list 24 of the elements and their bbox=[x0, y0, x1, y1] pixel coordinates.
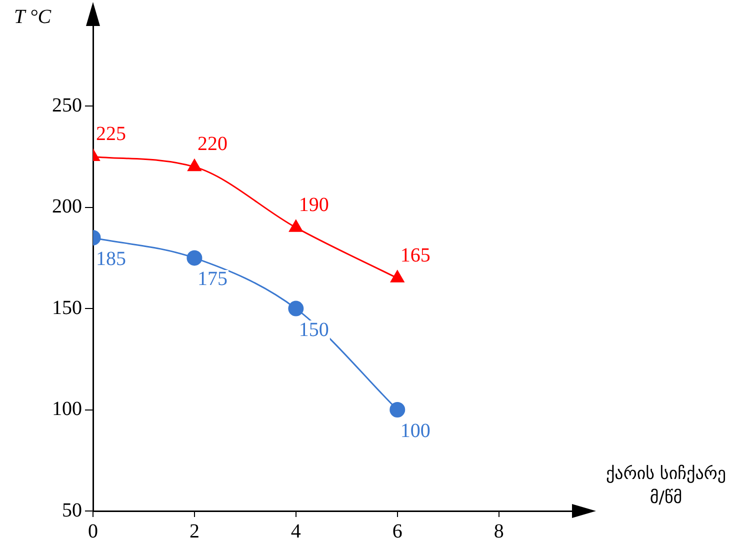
data-label: 175 bbox=[197, 268, 228, 290]
data-label: 165 bbox=[400, 244, 430, 266]
x-tick-label: 8 bbox=[494, 520, 504, 542]
x-tick-label: 4 bbox=[290, 520, 301, 542]
data-label: 150 bbox=[298, 318, 329, 341]
x-tick-label: 6 bbox=[392, 520, 402, 542]
x-axis-title: ქარის სიჩქარე მ/წმ bbox=[604, 463, 728, 510]
point bbox=[390, 402, 406, 418]
data-label: 185 bbox=[96, 248, 126, 270]
y-tick-label: 250 bbox=[52, 94, 82, 116]
x-tick-label: 0 bbox=[88, 520, 98, 542]
y-tick-label: 150 bbox=[52, 296, 82, 319]
y-axis-title: T °C bbox=[14, 6, 52, 29]
y-tick-label: 50 bbox=[62, 499, 82, 522]
data-label: 190 bbox=[298, 194, 329, 216]
y-tick-label: 100 bbox=[52, 398, 82, 420]
data-label: 100 bbox=[400, 420, 430, 442]
y-tick-label: 200 bbox=[52, 196, 82, 218]
point bbox=[289, 220, 303, 232]
data-label: 225 bbox=[96, 122, 126, 145]
point bbox=[288, 300, 304, 316]
x-tick-label: 2 bbox=[189, 520, 200, 542]
data-label: 220 bbox=[197, 133, 228, 156]
point bbox=[390, 270, 404, 282]
